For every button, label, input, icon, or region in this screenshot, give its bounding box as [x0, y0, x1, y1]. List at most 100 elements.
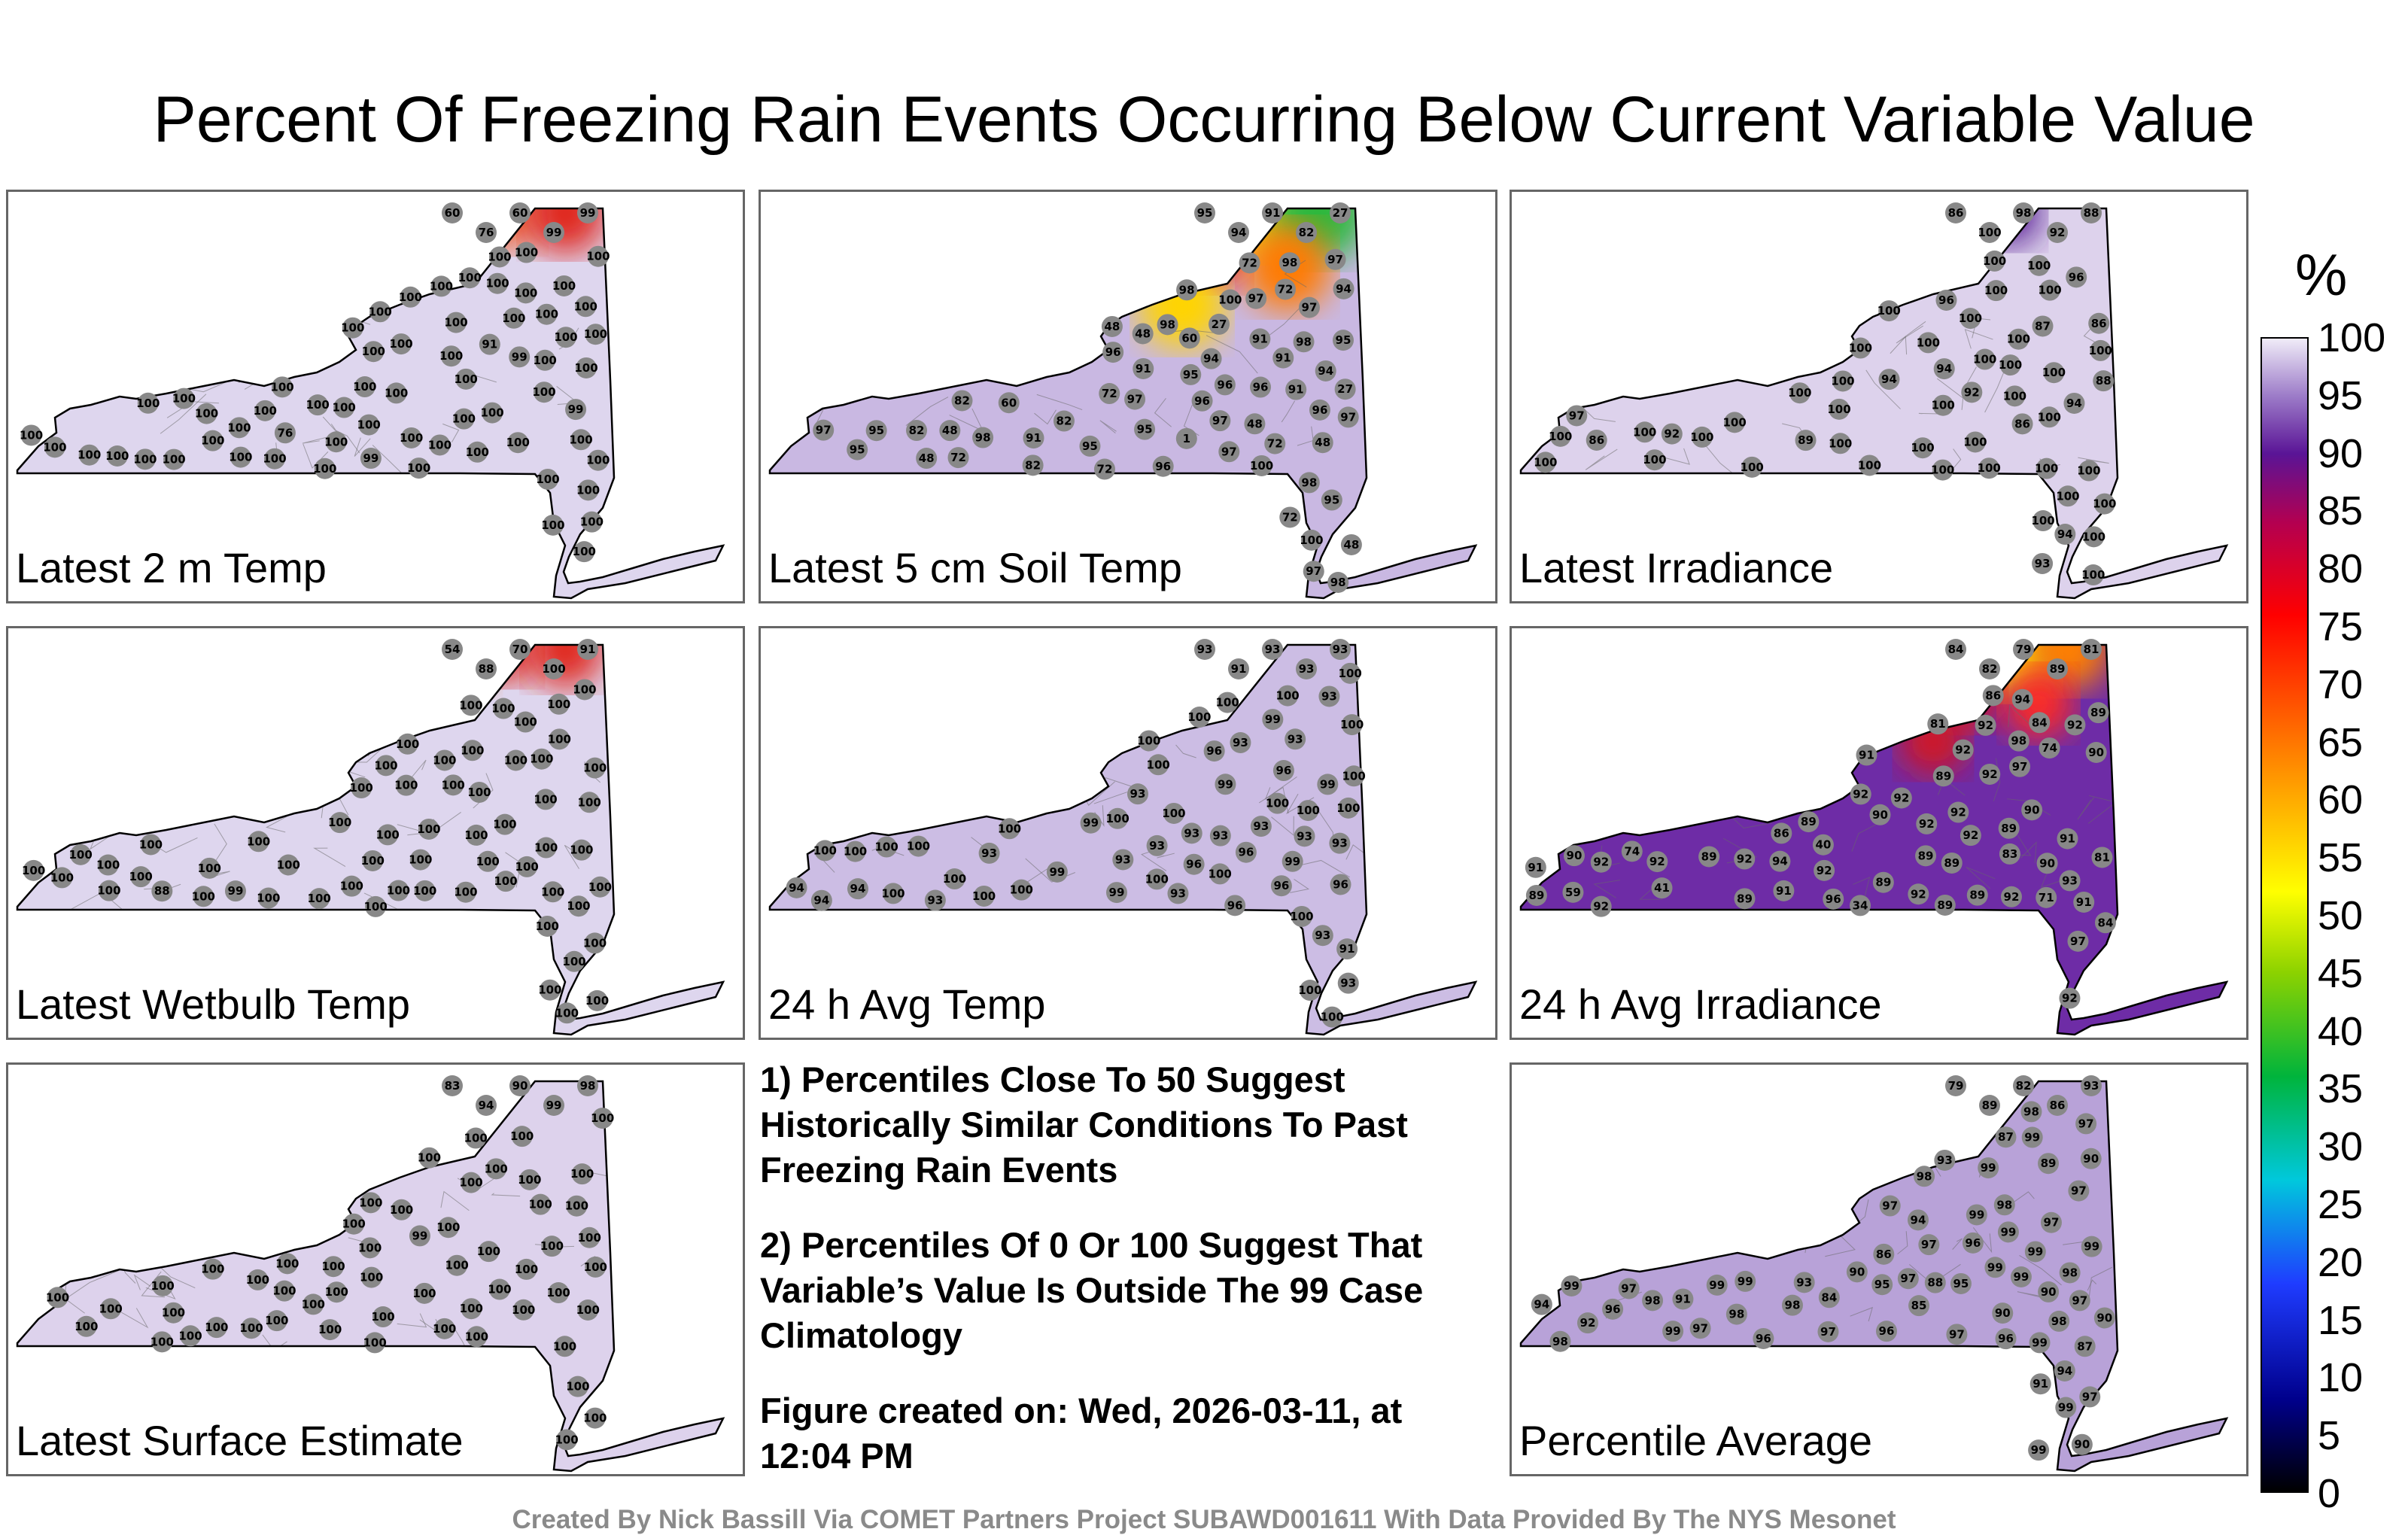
station-value: 93 [1340, 977, 1356, 990]
station-marker: 98 [1293, 331, 1315, 353]
station-value: 100 [1266, 797, 1289, 810]
county-line [1290, 879, 1310, 893]
county-line [297, 1182, 324, 1211]
station-value: 99 [1969, 1208, 1984, 1221]
station-marker: 98 [1176, 279, 1198, 301]
station-value: 100 [2081, 568, 2105, 582]
county-line [442, 423, 460, 442]
station-value: 100 [162, 453, 185, 467]
station-value: 100 [488, 1283, 511, 1296]
station-value: 100 [907, 840, 930, 853]
station-value: 100 [246, 1273, 269, 1287]
station-value: 94 [1231, 226, 1247, 239]
county-line [129, 1181, 144, 1208]
station-value: 100 [466, 445, 489, 459]
county-line [1741, 318, 1754, 357]
station-marker: 100 [1010, 879, 1033, 901]
county-line [2078, 457, 2109, 464]
county-line [118, 1308, 149, 1329]
note-1: 1) Percentiles Close To 50 Suggest Histo… [760, 1059, 1408, 1190]
station-value: 100 [874, 840, 898, 854]
station-marker: 97 [2067, 930, 2089, 952]
station-marker: 100 [1788, 382, 1811, 404]
station-value: 86 [2014, 417, 2030, 430]
county-line [970, 332, 992, 372]
station-value: 100 [485, 277, 509, 290]
station-value: 100 [569, 433, 592, 446]
station-value: 99 [2032, 1336, 2048, 1349]
station-value: 99 [1564, 1279, 1579, 1293]
station-marker: 100 [430, 275, 453, 297]
county-line [899, 298, 944, 324]
station-marker: 93 [1312, 925, 1333, 947]
station-marker: 100 [350, 777, 373, 799]
station-marker: 92 [1952, 739, 1974, 761]
station-value: 89 [1982, 1099, 1998, 1112]
station-value: 100 [313, 462, 336, 476]
station-marker: 100 [1931, 459, 1954, 481]
station-value: 100 [1858, 458, 1881, 472]
station-marker: 97 [1566, 405, 1588, 427]
station-value: 100 [96, 859, 120, 872]
station-value: 91 [1265, 206, 1281, 220]
county-line [895, 319, 916, 348]
station-marker: 100 [585, 989, 609, 1011]
station-value: 86 [1985, 688, 2001, 702]
station-value: 94 [2066, 397, 2082, 410]
station-value: 88 [2084, 206, 2099, 220]
county-line [829, 314, 868, 330]
station-marker: 100 [573, 541, 596, 563]
colorbar-tick-label: 45 [2318, 950, 2364, 996]
colorbar-tick-label: 65 [2318, 719, 2364, 765]
station-value: 100 [363, 900, 387, 913]
station-marker: 99 [1662, 1321, 1684, 1342]
colorbar-tick-label: 55 [2318, 835, 2364, 881]
station-marker: 100 [192, 886, 215, 907]
station-value: 93 [1130, 787, 1146, 801]
station-marker: 99 [1317, 774, 1339, 795]
station-marker: 100 [491, 698, 515, 719]
station-marker: 98 [1278, 252, 1300, 274]
station-marker: 92 [2047, 222, 2068, 243]
station-value: 96 [1155, 460, 1171, 473]
station-value: 100 [445, 1259, 469, 1272]
station-marker: 93 [1285, 728, 1306, 750]
station-value: 90 [2088, 746, 2104, 759]
station-marker: 27 [1330, 202, 1351, 223]
station-marker: 100 [2077, 460, 2101, 482]
station-marker: 100 [1983, 250, 2006, 272]
station-marker: 100 [396, 733, 419, 755]
station-marker: 100 [488, 246, 512, 268]
station-marker: 82 [2013, 1075, 2034, 1096]
station-marker: 97 [2069, 1290, 2090, 1312]
station-value: 95 [850, 443, 865, 457]
station-value: 100 [325, 1285, 348, 1299]
station-marker: 100 [1162, 802, 1186, 824]
county-line [1561, 835, 1564, 852]
county-line [92, 1175, 114, 1211]
station-value: 93 [1233, 736, 1248, 749]
station-marker: 93 [1934, 1149, 1956, 1171]
station-value: 100 [518, 1173, 541, 1187]
station-marker: 91 [1272, 347, 1294, 369]
station-marker: 94 [1907, 1209, 1929, 1231]
station-value: 99 [1709, 1278, 1725, 1292]
figure-title: Percent Of Freezing Rain Events Occurrin… [153, 84, 2255, 156]
station-value: 27 [1337, 382, 1353, 396]
station-value: 91 [1026, 431, 1041, 445]
station-marker: 72 [947, 447, 969, 469]
station-marker: 100 [247, 831, 270, 853]
station-marker: 79 [2013, 639, 2034, 660]
station-marker: 91 [1336, 938, 1358, 960]
station-value: 100 [2003, 389, 2026, 403]
station-value: 96 [1938, 293, 1954, 307]
station-marker: 100 [461, 740, 484, 761]
station-value: 96 [1605, 1302, 1621, 1316]
station-value: 100 [455, 372, 478, 386]
station-value: 93 [1796, 1275, 1812, 1289]
station-value: 100 [1963, 435, 1987, 448]
station-marker: 100 [2031, 510, 2055, 532]
station-marker: 40 [1812, 834, 1834, 856]
station-marker: 96 [1823, 888, 1844, 910]
station-value: 71 [2039, 891, 2054, 904]
